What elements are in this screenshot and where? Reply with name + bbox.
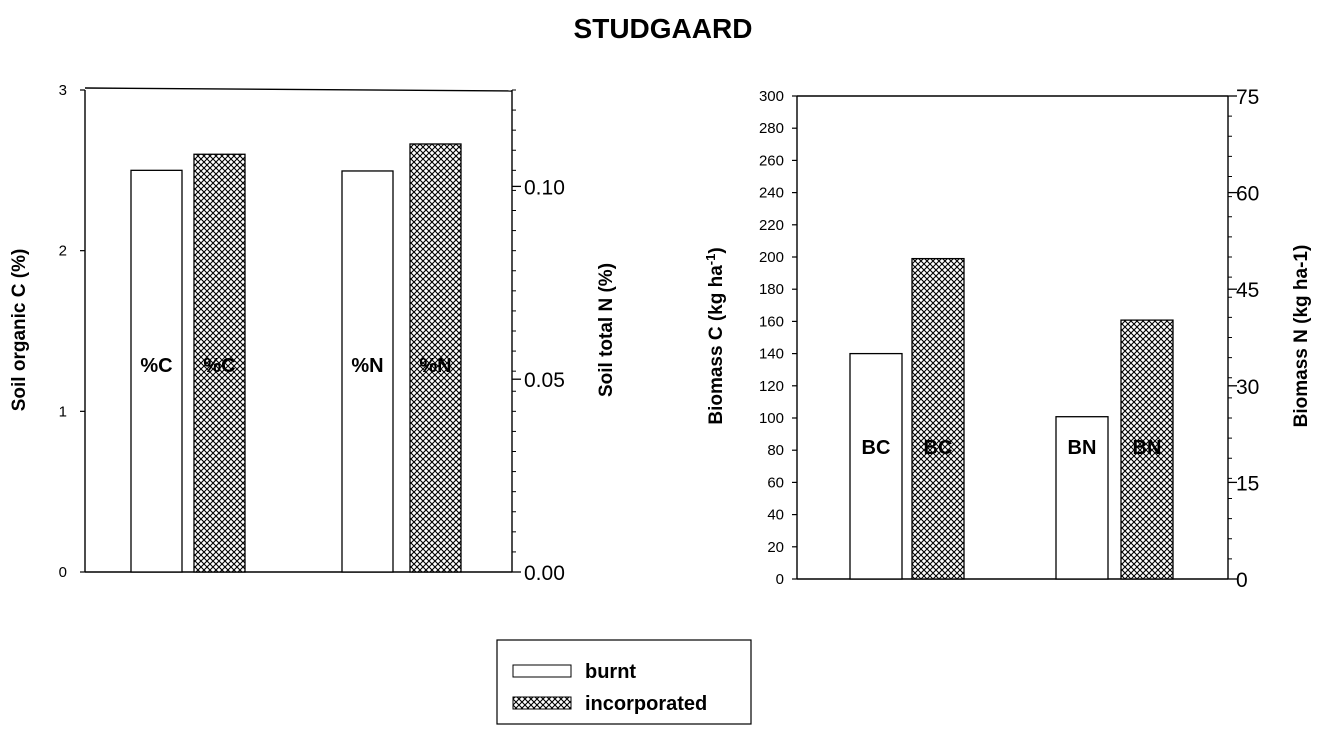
y2-tick-label: 75 (1236, 86, 1259, 109)
legend-swatch-incorporated (512, 696, 572, 710)
y-tick-label: 120 (759, 378, 784, 395)
y-tick-label: 280 (759, 120, 784, 137)
bar-label: BC (924, 437, 953, 459)
bar-incorporated-0 (911, 257, 965, 580)
legend-box (496, 639, 752, 725)
legend-swatch-burnt (512, 664, 572, 678)
y-tick-label: 100 (759, 410, 784, 427)
y2-tick-label: 0.05 (524, 369, 565, 392)
y-tick-label: 160 (759, 313, 784, 330)
y-tick-label: 3 (59, 82, 67, 99)
y-tick-label: 240 (759, 185, 784, 202)
y2-tick-label: 15 (1236, 472, 1259, 495)
bars: BC BC BN BN (849, 257, 1174, 580)
y2-tick-label: 0 (1236, 569, 1248, 592)
y2-tick-label: 30 (1236, 376, 1259, 399)
y2-tick-label: 0.10 (524, 176, 565, 199)
y-tick-label: 40 (767, 507, 784, 524)
right-axis-ticks: 0 15 30 45 60 75 (1228, 86, 1259, 592)
y-axis-label: Biomass C (kg ha-1) (703, 247, 728, 424)
bar-label: BN (1068, 437, 1097, 459)
bar-incorporated-1 (409, 143, 462, 573)
bar-burnt-0 (849, 352, 903, 580)
y2-tick-label: 0.00 (524, 562, 565, 585)
bar-incorporated-0 (193, 153, 246, 573)
y-tick-label: 260 (759, 152, 784, 169)
legend: burnt incorporated (496, 639, 752, 725)
y2-tick-label: 45 (1236, 279, 1259, 302)
bar-incorporated-1 (1120, 319, 1174, 580)
y-tick-label: 2 (59, 243, 67, 260)
left-axis-ticks: 0 20 40 60 80 100 120 140 160 180 200 220 240 260 280 3… (759, 88, 797, 588)
bar-burnt-0 (130, 169, 183, 573)
right-axis-ticks: 0.00 0.05 0.10 (512, 89, 565, 585)
figure-title: STUDGAARD (574, 13, 753, 44)
legend-label-incorporated: incorporated (585, 693, 707, 715)
y-tick-label: 1 (59, 403, 67, 420)
y-tick-label: 60 (767, 474, 784, 491)
y-tick-label: 180 (759, 281, 784, 298)
top-border (84, 87, 513, 92)
y-axis-label: Soil organic C (%) (9, 249, 30, 412)
bar-burnt-1 (341, 170, 394, 573)
bar-label: %C (203, 355, 235, 377)
left-axis-ticks: 0 1 2 3 (59, 82, 85, 581)
bar-label: BC (862, 437, 891, 459)
bar-label: %C (140, 355, 172, 377)
y-tick-label: 20 (767, 539, 784, 556)
y-tick-label: 140 (759, 346, 784, 363)
y-tick-label: 0 (776, 571, 784, 588)
bar-burnt-1 (1055, 416, 1109, 580)
y2-tick-label: 60 (1236, 183, 1259, 206)
y-tick-label: 300 (759, 88, 784, 105)
legend-label-burnt: burnt (585, 661, 636, 683)
chart-biomass: 0 20 40 60 80 100 120 140 160 180 200 220 240 260 280 3… (703, 86, 1313, 592)
bar-label: %N (351, 355, 383, 377)
bar-label: BN (1133, 437, 1162, 459)
chart-soil: 0 1 2 3 0.00 0.05 0.10 %C %C %N %N Soil organic … (9, 82, 617, 585)
y2-axis-label: Soil total N (%) (596, 263, 617, 397)
y2-axis-label: Biomass N (kg ha-1) (1291, 245, 1312, 428)
y-tick-label: 80 (767, 442, 784, 459)
y-tick-label: 0 (59, 564, 67, 581)
y-tick-label: 200 (759, 249, 784, 266)
bar-label: %N (419, 355, 451, 377)
bars: %C %C %N %N (130, 143, 462, 573)
y-tick-label: 220 (759, 217, 784, 234)
